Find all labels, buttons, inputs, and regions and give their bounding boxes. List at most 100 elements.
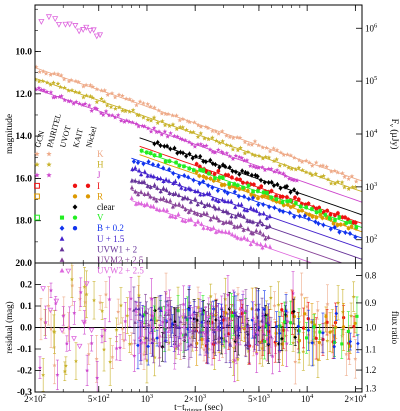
residual-point-0 <box>272 303 277 308</box>
data-point-6 <box>158 153 163 158</box>
data-point-0 <box>109 90 115 96</box>
early-residual-point <box>81 319 87 326</box>
data-point-6 <box>167 159 172 163</box>
data-point-2 <box>274 167 280 173</box>
data-point-7 <box>272 205 277 210</box>
data-point-1 <box>282 162 288 168</box>
residual-point-5 <box>153 308 157 313</box>
data-point-2 <box>115 112 121 118</box>
data-point-3 <box>285 195 289 200</box>
data-point-4 <box>314 215 319 220</box>
data-point-1 <box>104 102 110 108</box>
data-point-2 <box>189 141 195 147</box>
data-point-0 <box>37 69 43 75</box>
data-point-2 <box>168 130 173 136</box>
data-point-6 <box>298 204 303 209</box>
data-point-10 <box>211 214 216 219</box>
residual-point-0 <box>46 303 51 308</box>
data-point-2 <box>159 132 165 137</box>
early-uvw2-point <box>72 23 79 29</box>
data-point-0 <box>349 173 355 179</box>
residual-point-11 <box>137 335 142 339</box>
data-point-0 <box>159 111 165 116</box>
residual-point-3 <box>240 311 245 316</box>
early-residual-point <box>88 327 95 334</box>
data-point-1 <box>228 143 234 148</box>
residual-point-7 <box>310 340 315 345</box>
residual-point-1 <box>144 358 149 363</box>
data-point-2 <box>73 99 79 104</box>
data-point-10 <box>238 222 243 227</box>
data-point-7 <box>256 202 261 207</box>
residual-point-10 <box>197 329 202 334</box>
data-point-9 <box>155 185 160 190</box>
residual-point-2 <box>99 333 105 338</box>
residual-point-5 <box>293 335 298 340</box>
residual-point-8 <box>245 324 250 328</box>
data-point-4 <box>281 203 286 208</box>
data-point-1 <box>127 109 132 114</box>
data-point-5 <box>203 159 208 165</box>
data-point-6 <box>152 153 157 158</box>
model-line-5 <box>139 137 362 216</box>
residual-point-1 <box>235 357 240 361</box>
residual-point-1 <box>200 327 205 332</box>
legend-label-7: B + 0.2 <box>97 223 124 233</box>
data-point-1 <box>263 154 269 160</box>
instrument-header-0: GCN <box>33 130 46 149</box>
residual-point-2 <box>165 302 170 307</box>
data-point-10 <box>148 194 153 199</box>
legend-label-9: UVW1 + 2 <box>97 244 137 254</box>
data-point-7 <box>161 165 166 171</box>
residual-point-2 <box>128 296 134 301</box>
residual-point-6 <box>232 314 236 318</box>
data-point-9 <box>133 178 138 183</box>
residual-point-9 <box>176 325 180 329</box>
residual-point-1 <box>212 350 217 355</box>
residual-point-4 <box>353 321 357 325</box>
data-point-5 <box>230 168 235 174</box>
residual-point-1 <box>154 318 159 323</box>
data-point-1 <box>213 138 219 143</box>
data-point-6 <box>235 183 240 188</box>
flux-tick-label-2: 104 <box>365 128 378 139</box>
data-point-6 <box>145 150 149 155</box>
data-point-2 <box>77 101 82 106</box>
residual-point-9 <box>224 338 228 343</box>
data-point-0 <box>267 148 273 154</box>
data-point-5 <box>269 179 274 185</box>
data-point-0 <box>156 107 162 113</box>
data-point-0 <box>210 128 215 134</box>
data-point-2 <box>175 134 180 139</box>
residual-point-8 <box>188 315 193 320</box>
residual-point-6 <box>305 336 309 340</box>
data-point-8 <box>130 167 135 172</box>
data-point-7 <box>182 173 187 178</box>
residual-point-1 <box>181 314 186 319</box>
residual-point-1 <box>315 357 320 362</box>
data-point-2 <box>224 150 230 156</box>
residual-point-11 <box>166 329 171 333</box>
data-point-10 <box>168 198 173 203</box>
early-uvw2-point <box>62 21 69 28</box>
data-point-9 <box>250 219 256 224</box>
data-point-2 <box>247 163 253 169</box>
data-point-11 <box>205 225 210 230</box>
data-point-5 <box>295 190 300 196</box>
data-point-6 <box>337 215 342 220</box>
data-point-5 <box>187 151 192 157</box>
early-residual-point <box>47 307 54 314</box>
residual-point-10 <box>133 320 137 324</box>
residual-point-5 <box>206 319 211 324</box>
legend-symbol-6 <box>46 151 52 157</box>
data-point-0 <box>281 152 287 157</box>
residual-point-1 <box>284 333 289 338</box>
residual-point-9 <box>194 328 198 333</box>
residual-point-5 <box>173 320 177 325</box>
data-point-9 <box>264 225 269 230</box>
data-point-2 <box>242 158 247 163</box>
data-point-10 <box>229 219 234 224</box>
data-point-0 <box>94 86 100 92</box>
data-point-8 <box>148 173 154 178</box>
data-point-8 <box>245 208 250 213</box>
